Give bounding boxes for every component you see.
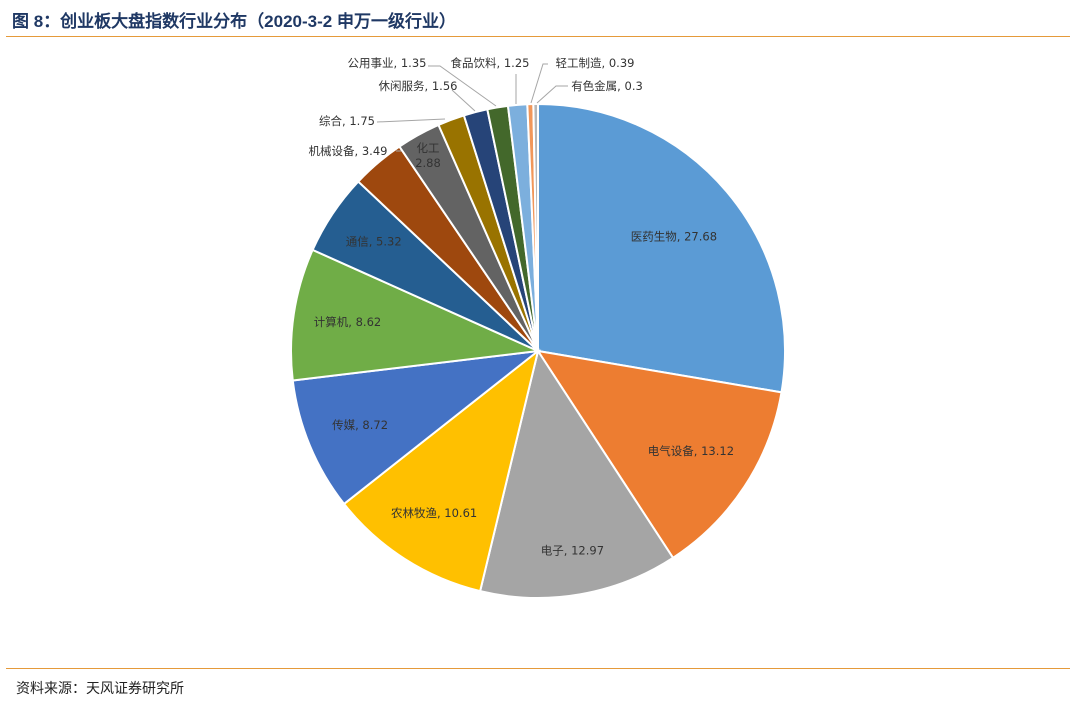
- title-rule: [6, 36, 1070, 37]
- slice-label-9: 化工: [417, 141, 440, 155]
- leader-line-12: [428, 65, 497, 107]
- slice-label-13: 食品饮料, 1.25: [451, 56, 530, 70]
- slice-label-14: 轻工制造, 0.39: [556, 56, 635, 70]
- leader-line-10: [376, 118, 446, 123]
- slice-label-10: 综合, 1.75: [319, 114, 375, 128]
- pie-slice-1: [537, 102, 786, 394]
- figure-source: 资料来源：天风证券研究所: [16, 680, 184, 696]
- slice-label-12: 公用事业, 1.35: [348, 56, 427, 70]
- source-rule: [6, 668, 1070, 669]
- pie-slice-2: [535, 349, 783, 560]
- slice-label-15: 有色金属, 0.3: [571, 79, 643, 93]
- slice-label-2: 电气设备, 13.12: [648, 444, 734, 458]
- slice-label-3: 电子, 12.97: [541, 544, 604, 558]
- pie-slice-6: [290, 248, 542, 382]
- pie-slice-3: [478, 348, 675, 599]
- slice-label-7: 通信, 5.32: [346, 234, 402, 248]
- slice-label-11: 休闲服务, 1.56: [379, 79, 458, 93]
- pie-slice-5: [291, 349, 542, 506]
- slice-label-8: 机械设备, 3.49: [309, 144, 388, 158]
- slice-label-5: 传媒, 8.72: [332, 418, 388, 432]
- slice-label-4: 农林牧渔, 10.61: [391, 506, 477, 520]
- pie-slice-15: [532, 102, 539, 352]
- leader-line-14: [530, 63, 548, 104]
- leader-line-15: [536, 85, 568, 104]
- slice-label-6: 计算机, 8.62: [314, 315, 381, 329]
- slice-label-1: 医药生物, 27.68: [631, 229, 717, 243]
- leader-line-11: [451, 89, 476, 112]
- figure-title: 图 8：创业板大盘指数行业分布（2020-3-2 申万一级行业）: [12, 12, 456, 31]
- slice-value-9: 2.88: [415, 156, 441, 170]
- pie-slice-4: [342, 348, 540, 593]
